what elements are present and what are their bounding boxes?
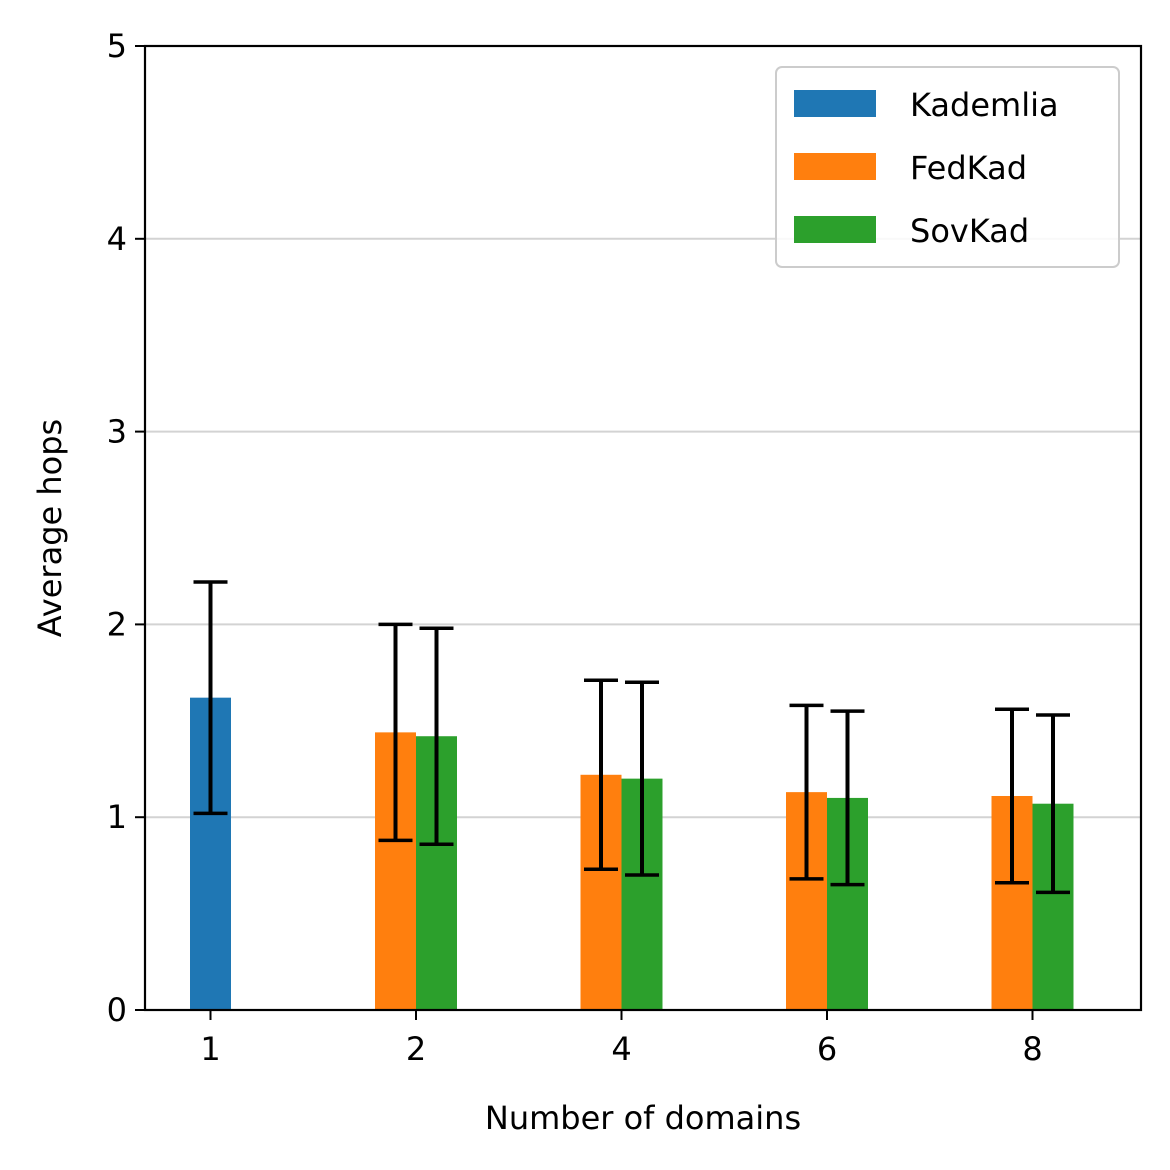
y-axis: 0 1 2 3 4 5 <box>107 27 145 1029</box>
y-tick-label: 0 <box>107 991 127 1029</box>
x-tick-label: 2 <box>406 1030 426 1068</box>
y-tick-label: 3 <box>107 413 127 451</box>
legend-swatch-sovkad <box>794 216 876 243</box>
legend-swatch-fedkad <box>794 153 876 180</box>
plot-frame <box>143 44 1143 1012</box>
error-bars <box>193 580 1070 895</box>
y-tick-label: 4 <box>107 220 127 258</box>
x-axis: 1 2 4 6 8 <box>200 1010 1043 1068</box>
legend-label-fedkad: FedKad <box>910 149 1027 187</box>
y-tick-label: 5 <box>107 27 127 65</box>
x-tick-label: 8 <box>1022 1030 1042 1068</box>
y-tick-label: 2 <box>107 605 127 643</box>
legend-label-kademlia: Kademlia <box>910 86 1059 124</box>
legend: Kademlia FedKad SovKad <box>775 66 1120 268</box>
x-tick-label: 4 <box>611 1030 631 1068</box>
legend-label-sovkad: SovKad <box>910 212 1029 250</box>
x-tick-label: 6 <box>817 1030 837 1068</box>
legend-swatch-kademlia <box>794 90 876 117</box>
x-tick-label: 1 <box>200 1030 220 1068</box>
bars <box>190 697 1074 1010</box>
y-axis-label: Average hops <box>31 419 69 637</box>
y-tick-label: 1 <box>107 798 127 836</box>
x-axis-label: Number of domains <box>485 1099 801 1137</box>
